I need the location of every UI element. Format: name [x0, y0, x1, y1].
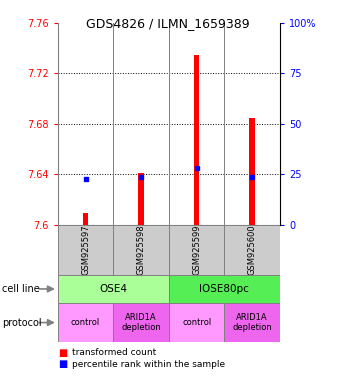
Text: control: control: [182, 318, 211, 327]
Bar: [58, 275, 169, 303]
Bar: [194, 55, 199, 225]
Bar: [169, 225, 224, 275]
Bar: [83, 213, 88, 225]
Bar: [58, 225, 113, 275]
Text: protocol: protocol: [2, 318, 41, 328]
Text: transformed count: transformed count: [72, 348, 156, 357]
Bar: [113, 225, 169, 275]
Text: GSM925599: GSM925599: [192, 224, 201, 275]
Text: GSM925597: GSM925597: [81, 224, 90, 275]
Text: control: control: [71, 318, 100, 327]
Text: ■: ■: [58, 359, 67, 369]
Bar: [224, 303, 280, 342]
Bar: [224, 225, 280, 275]
Text: GSM925600: GSM925600: [248, 224, 257, 275]
Text: ■: ■: [58, 348, 67, 358]
Bar: [169, 275, 280, 303]
Bar: [169, 303, 224, 342]
Text: cell line: cell line: [2, 284, 40, 294]
Text: GDS4826 / ILMN_1659389: GDS4826 / ILMN_1659389: [86, 17, 250, 30]
Text: OSE4: OSE4: [99, 284, 127, 294]
Text: percentile rank within the sample: percentile rank within the sample: [72, 359, 225, 369]
Text: ARID1A
depletion: ARID1A depletion: [232, 313, 272, 332]
Bar: [113, 303, 169, 342]
Bar: [58, 303, 113, 342]
Bar: [138, 173, 144, 225]
Text: IOSE80pc: IOSE80pc: [199, 284, 249, 294]
Text: GSM925598: GSM925598: [136, 224, 146, 275]
Bar: [250, 118, 255, 225]
Text: ARID1A
depletion: ARID1A depletion: [121, 313, 161, 332]
